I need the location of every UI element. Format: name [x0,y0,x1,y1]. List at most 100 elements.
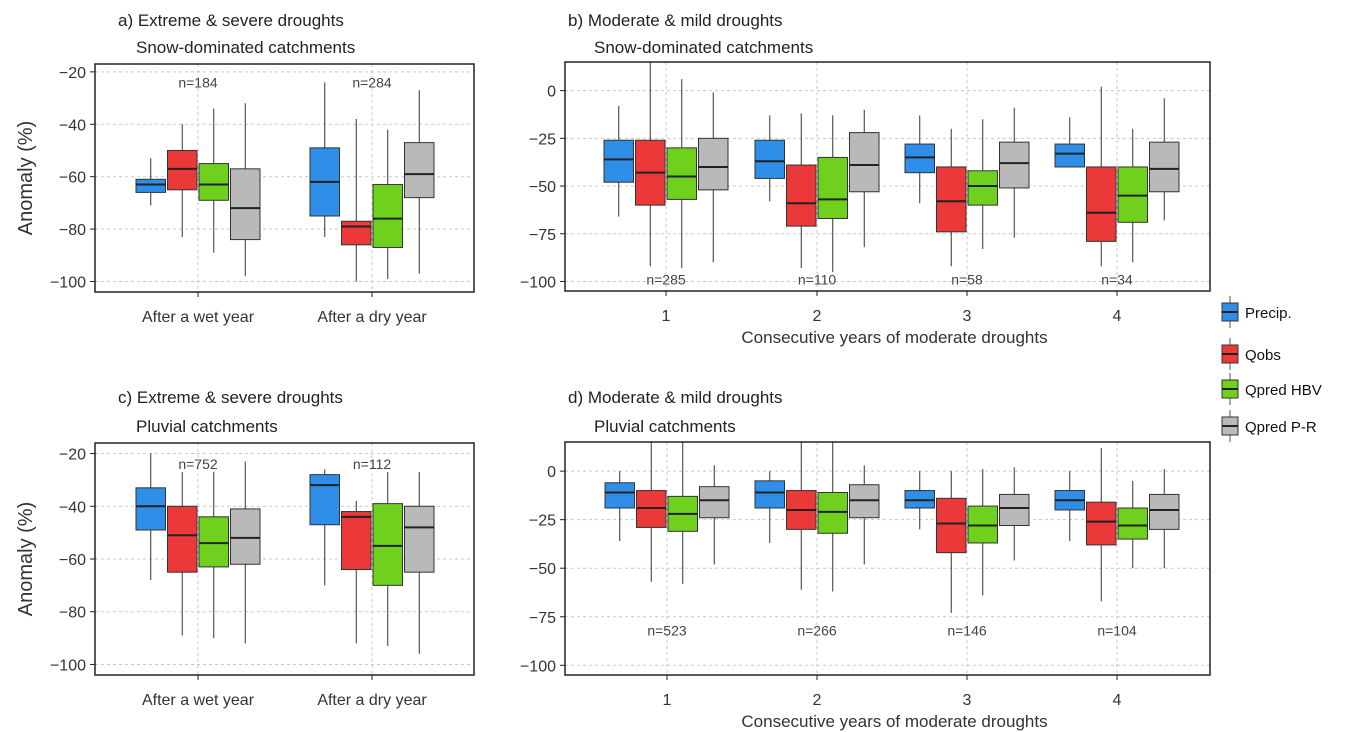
legend-label-qpred-hbv: Qpred HBV [1245,382,1322,399]
panel-d-n-label: n=266 [797,622,837,638]
panel-d-xtick-label: 2 [813,692,822,709]
legend: Precip. Qobs Qpred HBV Qpred P-R [1221,296,1322,442]
panel-d-xtick-label: 1 [663,692,672,709]
panel-c-box [309,474,340,526]
panel-a-ytick-label: −20 [59,65,86,82]
panel-a-ytick-label: −100 [50,275,86,292]
panel-d-box [936,497,967,554]
panel-b-box [817,156,848,219]
panel-a-plot: n=184 n=284 −20 −40 −60 −80 −100 After a wet ye… [15,63,475,326]
panel-c-n-label: n=112 [353,456,391,472]
legend-label-precip: Precip. [1245,305,1292,322]
panel-c-ytick-label: −60 [59,552,86,569]
panel-d-box [604,482,635,509]
panel-a-title: a) Extreme & severe droughts [118,11,344,30]
panel-d-box [699,486,730,519]
legend-item-qobs: Qobs [1221,338,1281,370]
panel-c-plot: n=752 n=112 −20 −40 −60 −80 −100 After a wet ye… [15,442,475,709]
panel-d-box [1086,501,1117,546]
panel-b-box [1054,143,1085,168]
panel-a-box [404,142,435,199]
panel-d-plot: n=523 n=266 n=146 n=104 0 −25 −50 −75 −100 1 2 3 4 Co… [520,441,1211,731]
panel-b-box [999,141,1030,189]
panel-d-n-label: n=523 [647,622,687,638]
panel-b-n-label: n=58 [951,272,983,288]
panel-b-box [603,139,634,183]
panel-a-box [198,163,229,201]
legend-label-qobs: Qobs [1245,347,1281,364]
panel-d-title: d) Moderate & mild droughts [568,388,783,407]
panel-d-x-axis-label: Consecutive years of moderate droughts [741,712,1047,731]
panel-b-subtitle: Snow-dominated catchments [594,38,813,57]
panel-d-n-label: n=104 [1097,622,1137,638]
panel-c-box [230,508,261,565]
legend-label-qpred-pr: Qpred P-R [1245,419,1317,436]
panel-b-ytick-label: −25 [529,131,556,148]
panel-c-subtitle: Pluvial catchments [136,417,278,436]
panel-b-n-label: n=34 [1101,272,1133,288]
panel-d-n-label: n=146 [947,622,987,638]
panel-a-n-label: n=284 [352,74,392,90]
panel-b-box [666,147,697,200]
panel-b-xtick-label: 2 [813,308,822,325]
panel-d-ytick-label: −100 [520,658,556,675]
panel-a-frame [94,63,475,293]
panel-c-box [135,487,166,531]
panel-b-ytick-label: −100 [520,274,556,291]
panel-b-xtick-label: 3 [963,308,972,325]
panel-c-box [341,511,372,571]
panel-d-frame [564,441,1211,676]
panel-b-box [1086,166,1117,242]
panel-b-plot: n=285 n=110 n=58 n=34 0 −25 −50 −75 −100 1 2 3 4 Cons… [520,61,1211,347]
panel-b-ytick-label: 0 [547,84,556,101]
panel-d-box [1117,507,1148,540]
panel-d-ytick-label: 0 [547,464,556,481]
panel-a-ytick-label: −40 [59,117,86,134]
panel-c-ytick-label: −80 [59,605,86,622]
panel-b-box [786,164,817,227]
panel-d-ytick-label: −50 [529,561,556,578]
panel-a-subtitle: Snow-dominated catchments [136,38,355,57]
panel-d-subtitle: Pluvial catchments [594,417,736,436]
legend-item-precip: Precip. [1221,296,1292,328]
panel-d-xtick-label: 3 [963,692,972,709]
panel-b-box [698,137,729,191]
panel-b-title: b) Moderate & mild droughts [568,11,783,30]
panel-b-frame [564,61,1211,292]
panel-a-y-axis-label: Anomaly (%) [15,121,37,235]
panel-b-ytick-label: −75 [529,227,556,244]
panel-d-xtick-label: 4 [1113,692,1122,709]
panel-b-n-label: n=110 [798,272,836,288]
panel-a-xtick-label: After a wet year [142,309,255,326]
panel-d-box [1149,493,1180,530]
panel-a-box [372,184,403,248]
panel-b-ytick-label: −50 [529,179,556,196]
panel-c-box [167,505,198,573]
panel-a-box [167,149,198,191]
panel-d-box [999,493,1030,526]
panel-a-box [135,178,166,193]
panel-b-xtick-label: 1 [662,308,671,325]
panel-c-y-axis-label: Anomaly (%) [15,502,37,616]
panel-d-ytick-label: −75 [529,610,556,627]
panel-a-box [341,220,372,246]
panel-c-xtick-label: After a dry year [317,692,427,709]
panel-a-xtick-label: After a dry year [317,309,427,326]
panel-a-ytick-label: −60 [59,170,86,187]
panel-d-ytick-label: −25 [529,513,556,530]
legend-item-qpred-pr: Qpred P-R [1221,410,1317,442]
panel-c-box [372,503,403,586]
panel-b-box [936,166,967,233]
panel-c-n-label: n=752 [178,456,218,472]
panel-b-xtick-label: 4 [1113,308,1122,325]
panel-d-box [754,480,785,509]
panel-c-title: c) Extreme & severe droughts [118,388,343,407]
panel-b-box [1149,141,1180,193]
panel-c-ytick-label: −100 [50,657,86,674]
panel-b-x-axis-label: Consecutive years of moderate droughts [741,328,1047,347]
panel-a-n-label: n=184 [178,74,218,90]
panel-c-xtick-label: After a wet year [142,692,255,709]
panel-b-n-label: n=285 [646,272,686,288]
panel-a-ytick-label: −80 [59,222,86,239]
